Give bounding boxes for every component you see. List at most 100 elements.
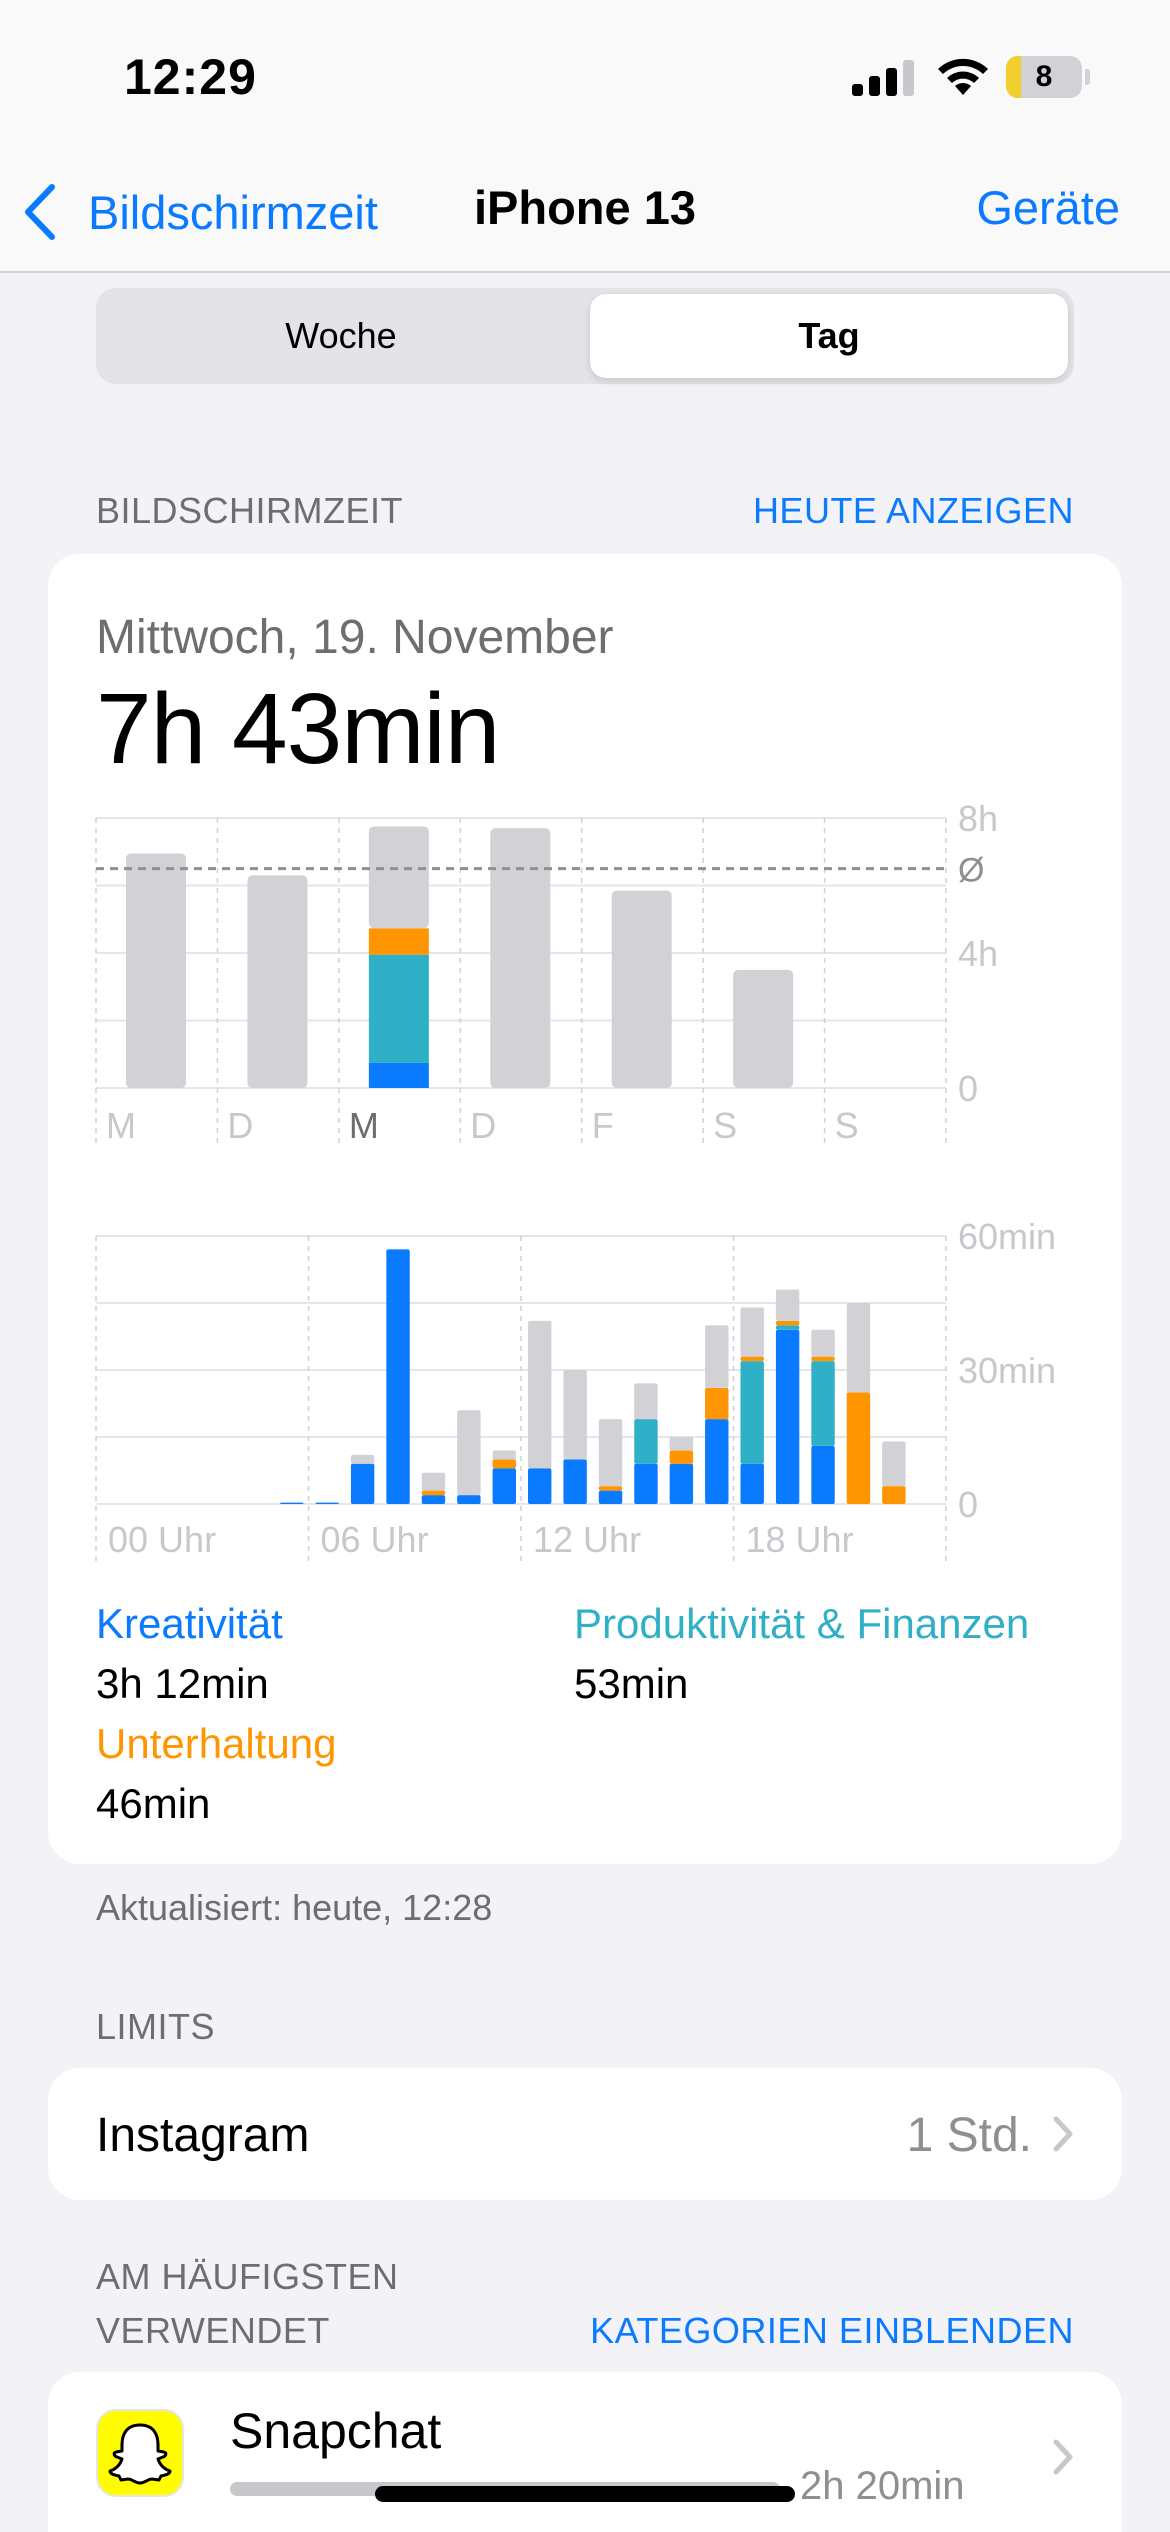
limit-row-instagram[interactable]: Instagram 1 Std. [48, 2068, 1122, 2200]
most-used-title-line2: VERWENDET [96, 2310, 330, 2351]
chevron-right-icon [1053, 2116, 1073, 2152]
hour-bar-other [669, 1437, 694, 1451]
cellular-signal-icon [852, 60, 914, 96]
hour-bar-creativity [598, 1490, 623, 1504]
hour-bar-productivity [740, 1361, 764, 1464]
usage-charts: 8h 4h 0 Ø M D M D F S S 60min 30min 0 00 Uhr 06 Uhr 12 … [95, 798, 1056, 1564]
category-time-entertainment: 46min [96, 1780, 211, 1827]
y-tick-label: 8h [958, 798, 998, 839]
hour-bar-other [563, 1370, 587, 1460]
segment-week[interactable]: Woche [285, 315, 397, 356]
x-tick-label: 18 Uhr [746, 1519, 854, 1560]
hour-bar-entertainment [492, 1459, 516, 1469]
app-usage-time: 2h 20min [800, 2464, 965, 2508]
hour-bar-other [775, 1289, 800, 1321]
limit-app-name: Instagram [96, 2109, 310, 2162]
bar-segment-entertainment [368, 928, 429, 955]
category-time-productivity: 53min [574, 1660, 689, 1707]
y-tick-label: 30min [958, 1350, 1056, 1391]
hour-bar-other [705, 1325, 729, 1388]
hour-bar-creativity [280, 1502, 304, 1504]
hour-bar-entertainment [669, 1450, 694, 1464]
hour-bar-creativity [457, 1495, 481, 1504]
weekly-chart[interactable]: 8h 4h 0 Ø M D M D F S S [95, 798, 998, 1148]
bar-segment-productivity [368, 954, 429, 1063]
screen-time-card: Mittwoch, 19. November 7h 43min 8h 4h 0 Ø M D… [48, 554, 1122, 1864]
hour-bar-other [598, 1419, 623, 1487]
back-button[interactable]: Bildschirmzeit [22, 172, 378, 252]
hour-bar-entertainment [598, 1486, 623, 1491]
x-tick-label: M [349, 1105, 379, 1146]
hour-bar-other [811, 1329, 835, 1357]
x-tick-label: 12 Uhr [533, 1519, 641, 1560]
day-bar [126, 853, 186, 1088]
hour-bar-entertainment [775, 1320, 800, 1326]
x-tick-label: M [106, 1105, 136, 1146]
hour-bar-entertainment [811, 1356, 835, 1362]
x-tick-label: 00 Uhr [108, 1519, 216, 1560]
snapchat-ghost-icon [96, 2409, 184, 2497]
show-today-link[interactable]: HEUTE ANZEIGEN [752, 490, 1074, 531]
category-time-creativity: 3h 12min [96, 1660, 269, 1707]
most-used-title-line1: AM HÄUFIGSTEN [96, 2256, 399, 2297]
bar-segment-creativity [368, 1062, 429, 1088]
category-name-productivity: Produktivität & Finanzen [574, 1600, 1030, 1647]
hour-bar-creativity [669, 1463, 694, 1504]
hour-bar-creativity [705, 1419, 729, 1504]
hour-bar-creativity [315, 1502, 339, 1504]
hour-bar-entertainment [705, 1387, 729, 1420]
last-updated-text: Aktualisiert: heute, 12:28 [96, 1887, 493, 1928]
period-segmented-control: Woche Tag [96, 288, 1074, 384]
show-categories-link[interactable]: KATEGORIEN EINBLENDEN [590, 2310, 1074, 2351]
x-tick-label: D [470, 1105, 496, 1146]
x-tick-label: 06 Uhr [321, 1519, 429, 1560]
hour-bar-other [457, 1410, 481, 1496]
hour-bar-creativity [563, 1459, 587, 1504]
x-tick-label: F [592, 1105, 614, 1146]
hour-bar-other [421, 1472, 446, 1491]
hour-bar-entertainment [882, 1486, 906, 1504]
day-bar [611, 890, 672, 1088]
segment-day[interactable]: Tag [590, 294, 1068, 378]
hour-bar-productivity [775, 1325, 800, 1330]
category-name-creativity: Kreativität [96, 1600, 283, 1647]
hour-bar-productivity [634, 1419, 658, 1464]
devices-button[interactable]: Geräte [976, 181, 1120, 234]
x-tick-label: S [713, 1105, 737, 1146]
hour-bar-entertainment [421, 1490, 446, 1496]
battery-icon: 8 [1006, 56, 1090, 98]
battery-fill [1006, 56, 1022, 98]
screen-time-section-title: BILDSCHIRMZEIT [96, 490, 404, 531]
hourly-chart[interactable]: 60min 30min 0 00 Uhr 06 Uhr 12 Uhr 18 Uhr [95, 1216, 1056, 1564]
hour-bar-other [740, 1307, 764, 1357]
hour-bar-creativity [775, 1329, 800, 1504]
category-name-entertainment: Unterhaltung [96, 1720, 337, 1767]
x-tick-label: D [227, 1105, 253, 1146]
home-indicator [375, 2486, 795, 2502]
hour-bar-other [882, 1441, 906, 1487]
average-marker: Ø [958, 852, 984, 890]
chevron-right-icon [1053, 2439, 1073, 2475]
hour-bar-other [350, 1454, 375, 1464]
day-bar [247, 875, 308, 1088]
limits-section-title: LIMITS [96, 2006, 216, 2047]
app-row-snapchat[interactable]: Snapchat 2h 20min [48, 2372, 1122, 2532]
app-name: Snapchat [230, 2403, 442, 2459]
hour-bar-other [846, 1303, 871, 1393]
hour-bar-creativity [528, 1468, 552, 1504]
hour-bar-other [492, 1450, 516, 1460]
hour-bar-creativity [350, 1463, 375, 1504]
x-tick-label: S [835, 1105, 859, 1146]
hour-bar-entertainment [740, 1356, 764, 1362]
hour-bar-creativity [386, 1249, 410, 1504]
status-bar: 12:29 8 [0, 0, 1170, 150]
hour-bar-creativity [492, 1468, 516, 1504]
hour-bar-creativity [740, 1463, 764, 1504]
limit-value: 1 Std. [906, 2109, 1032, 2162]
navigation-bar: Bildschirmzeit iPhone 13 Geräte [0, 150, 1170, 273]
hour-bar-entertainment [846, 1392, 871, 1504]
hour-bar-productivity [811, 1361, 835, 1446]
hour-bar-other [528, 1320, 552, 1469]
hour-bar-creativity [421, 1495, 446, 1504]
